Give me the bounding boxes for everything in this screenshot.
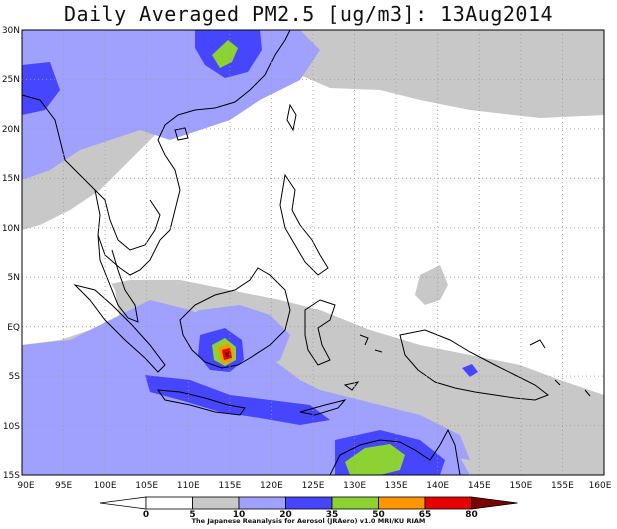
coast-sumatra bbox=[73, 284, 166, 373]
lat-tick-label: 10S bbox=[3, 422, 20, 432]
colorbar-label: 50 bbox=[372, 510, 385, 520]
blue-spot-newguinea bbox=[462, 364, 478, 377]
map-frame bbox=[21, 29, 605, 476]
colorbar-label: 80 bbox=[465, 510, 478, 520]
darkred-borneo bbox=[225, 352, 229, 357]
colorbar-label: 10 bbox=[233, 510, 246, 520]
coast-sulawesi bbox=[304, 299, 336, 366]
grid-lines bbox=[22, 30, 604, 475]
coast-indochina bbox=[94, 189, 161, 251]
coast-australia bbox=[329, 428, 461, 475]
coast-philippines bbox=[279, 173, 329, 276]
lat-tick-label: EQ bbox=[7, 323, 20, 333]
lon-tick-label: 160E bbox=[589, 481, 612, 491]
lat-tick-label: 30N bbox=[2, 26, 20, 36]
lon-tick-label: 120E bbox=[260, 481, 283, 491]
lat-tick-label: 15N bbox=[2, 174, 20, 184]
lat-tick-label: 5N bbox=[8, 273, 20, 283]
grey-patch-east bbox=[415, 265, 448, 305]
colorbar-label: 65 bbox=[419, 510, 432, 520]
lat-tick-label: 25N bbox=[2, 75, 20, 85]
longitude-labels: 90E 95E 100E 105E 110E 115E 120E 125E 13… bbox=[17, 481, 611, 491]
colorbar-label: 20 bbox=[279, 510, 292, 520]
colorbar-segment bbox=[331, 496, 379, 510]
lon-tick-label: 90E bbox=[17, 481, 34, 491]
lat-tick-label: 10N bbox=[2, 224, 20, 234]
coast-java bbox=[156, 389, 246, 416]
colorbar-arrow-low bbox=[99, 496, 147, 510]
lon-tick-label: 105E bbox=[135, 481, 158, 491]
coast-new-guinea bbox=[399, 329, 550, 401]
coast-timor bbox=[299, 399, 347, 416]
lon-tick-label: 155E bbox=[551, 481, 574, 491]
blue-west-coast bbox=[22, 62, 60, 115]
colorbar-label: 5 bbox=[189, 510, 195, 520]
lon-tick-label: 145E bbox=[468, 481, 491, 491]
colorbar-segment bbox=[378, 496, 426, 510]
coastlines bbox=[22, 30, 591, 475]
lon-tick-label: 95E bbox=[55, 481, 72, 491]
white-gap-north bbox=[200, 150, 340, 290]
lat-tick-label: 15S bbox=[3, 471, 20, 481]
concentration-fill bbox=[22, 30, 604, 475]
colorbar-segment bbox=[192, 496, 240, 510]
credit-line: The Japanese Reanalysis for Aerosol (JRA… bbox=[191, 517, 426, 525]
lon-tick-label: 125E bbox=[302, 481, 325, 491]
blue-java-strip bbox=[145, 375, 330, 425]
lon-tick-label: 150E bbox=[509, 481, 532, 491]
coast-malay-peninsula bbox=[97, 234, 139, 323]
lon-tick-label: 100E bbox=[94, 481, 117, 491]
lon-tick-label: 135E bbox=[385, 481, 408, 491]
lat-tick-label: 5S bbox=[9, 372, 21, 382]
coast-asia-mainland bbox=[22, 30, 291, 276]
map-title: Daily Averaged PM2.5 [ug/m3]: 13Aug2014 bbox=[63, 2, 554, 26]
lat-tick-label: 20N bbox=[2, 125, 20, 135]
colorbar-arrow-high bbox=[471, 496, 518, 510]
coast-taiwan bbox=[286, 103, 297, 132]
colorbar-segment bbox=[285, 496, 333, 510]
green-australia bbox=[345, 444, 405, 475]
lon-tick-label: 110E bbox=[177, 481, 200, 491]
coast-borneo bbox=[179, 267, 291, 369]
colorbar-segment bbox=[424, 496, 472, 510]
lon-tick-label: 130E bbox=[343, 481, 366, 491]
colorbar-labels: 0 5 10 20 35 50 65 80 bbox=[143, 510, 478, 520]
colorbar-segment bbox=[238, 496, 286, 510]
lon-tick-label: 140E bbox=[426, 481, 449, 491]
green-china bbox=[212, 40, 238, 68]
lon-tick-label: 115E bbox=[218, 481, 241, 491]
colorbar-label: 0 bbox=[143, 510, 149, 520]
latitude-labels: 30N 25N 20N 15N 10N 5N EQ 5S 10S 15S bbox=[2, 26, 20, 481]
colorbar bbox=[99, 496, 518, 510]
colorbar-segment bbox=[145, 496, 193, 510]
white-gap-west bbox=[22, 228, 120, 345]
white-gap-east bbox=[440, 130, 604, 320]
colorbar-label: 35 bbox=[326, 510, 339, 520]
